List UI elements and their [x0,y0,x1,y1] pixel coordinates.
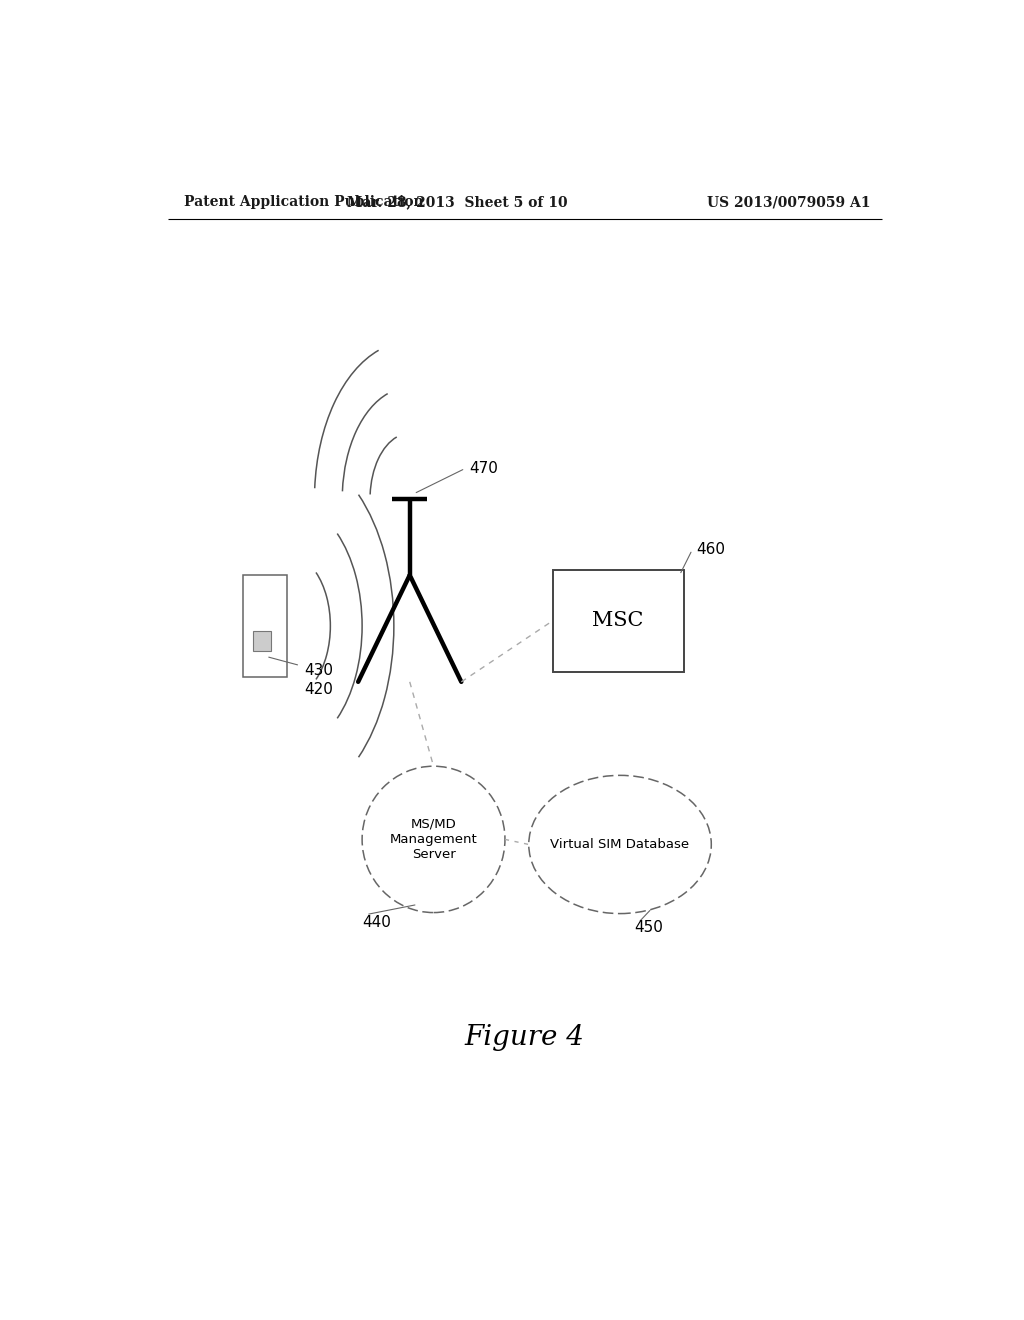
Text: Figure 4: Figure 4 [465,1024,585,1051]
Text: Patent Application Publication: Patent Application Publication [183,195,423,209]
Text: 460: 460 [696,543,725,557]
Bar [553,570,684,672]
Text: 420: 420 [304,682,333,697]
Bar [253,631,270,651]
Text: Virtual SIM Database: Virtual SIM Database [551,838,689,851]
Text: MS/MD
Management
Server: MS/MD Management Server [390,818,477,861]
Text: 430: 430 [304,663,333,678]
Text: Mar. 28, 2013  Sheet 5 of 10: Mar. 28, 2013 Sheet 5 of 10 [347,195,567,209]
Text: 470: 470 [469,461,498,477]
Ellipse shape [362,766,505,912]
Text: MSC: MSC [592,611,644,631]
Text: US 2013/0079059 A1: US 2013/0079059 A1 [707,195,870,209]
Text: 440: 440 [362,915,391,931]
Text: 450: 450 [634,920,664,936]
Ellipse shape [528,775,712,913]
Bar [243,576,287,677]
